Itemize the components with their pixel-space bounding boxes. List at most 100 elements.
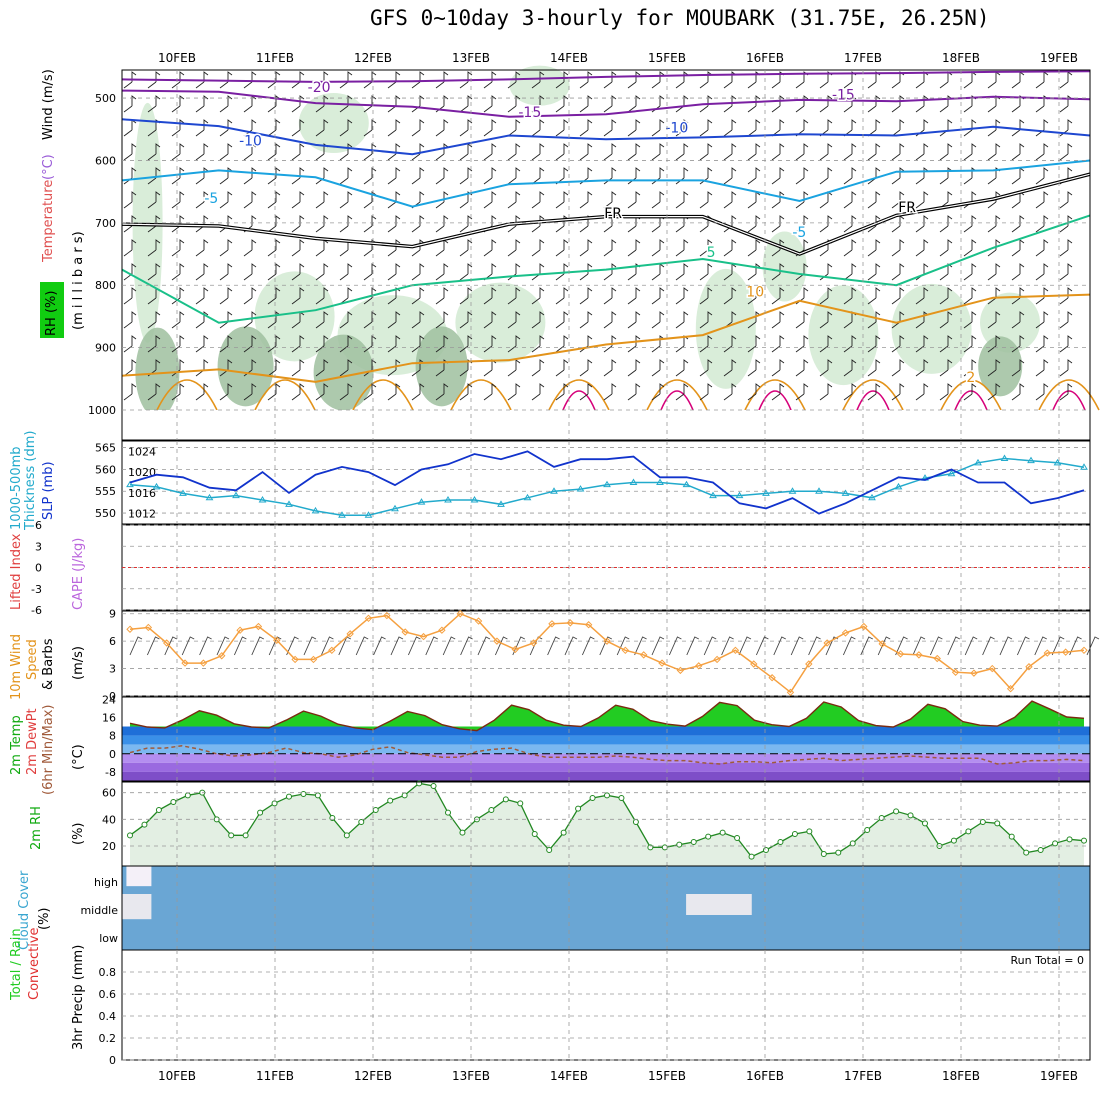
wind-barb-glyph [315, 359, 329, 377]
wind-barb-glyph [939, 263, 953, 281]
wind-barb-glyph [891, 287, 905, 305]
rh-marker [358, 819, 365, 825]
wind-barb-glyph [291, 239, 305, 257]
wind-barb-glyph [315, 263, 329, 281]
precip-unit-label: 3hr Precip (mm) [71, 945, 86, 1050]
wind-barb-glyph [627, 335, 641, 353]
rh-shade-area [695, 268, 756, 389]
wind-barb-glyph [411, 239, 425, 257]
surface-wind-barb [373, 636, 386, 656]
wind-barb-glyph [891, 167, 905, 185]
wind-barb-glyph [219, 191, 233, 209]
rh-label: RH (%) [44, 291, 59, 336]
rh-marker [806, 828, 813, 835]
rh-shade-area [509, 65, 570, 106]
surface-wind-barb [216, 636, 230, 656]
wind-barb-glyph [867, 143, 881, 161]
contour-label: -20 [308, 80, 331, 96]
wind-barb-glyph [939, 119, 953, 137]
wind-barb-glyph [1035, 143, 1049, 161]
temperature-label-1: 2m Temp [9, 715, 24, 775]
isotherm-10-arc [548, 379, 610, 411]
slp-tick-label: 1024 [128, 445, 156, 458]
wind-barb-glyph [867, 167, 881, 185]
wind-barb-glyph [219, 239, 233, 257]
lifted-index-tick-label: 0 [35, 562, 42, 575]
wind-barb-glyph [531, 95, 545, 113]
wind-barb-glyph [939, 215, 953, 233]
wind-barb-glyph [147, 143, 161, 161]
wind-speed-marker [1043, 649, 1052, 657]
wind-barb-glyph [723, 167, 737, 185]
rh-marker [184, 792, 191, 799]
temperature-frame [121, 696, 1091, 782]
upper-air-frame [121, 69, 1091, 441]
wind-barb-glyph [435, 287, 449, 305]
slp-tick-label: 1012 [128, 508, 156, 521]
rh-label-background [40, 282, 64, 338]
wind-barb-glyph [435, 335, 449, 353]
isotherm-10-arc [156, 379, 218, 411]
wind-speed-marker [878, 640, 886, 648]
rh-shade-area [762, 231, 807, 302]
date-tick-top: 14FEB [550, 51, 588, 65]
surface-wind-barb [442, 636, 456, 656]
isotherm-line [121, 159, 1091, 208]
wind-speed-marker [915, 651, 923, 659]
wind-barb-glyph [483, 95, 497, 113]
wind-barb-glyph [483, 287, 497, 305]
wind-barb-glyph [363, 191, 377, 209]
wind-barb-glyph [603, 359, 617, 377]
surface-wind-barb [164, 636, 178, 656]
wind-barb-glyph [627, 239, 641, 257]
rh-marker [878, 815, 885, 821]
wind-barb-glyph [771, 383, 785, 401]
isotherm-10-arc [744, 379, 806, 411]
wind-speed-marker [401, 628, 409, 636]
surface-wind-barb [999, 636, 1013, 656]
surface-wind-barb [303, 636, 317, 656]
wind-barb-glyph [531, 215, 545, 233]
wind-barb-glyph [1011, 335, 1025, 353]
thickness-label-2: Thickness (dm) [23, 431, 38, 531]
wind-barb-glyph [219, 71, 233, 89]
wind-barb-glyph [939, 311, 953, 329]
wind-speed-marker [658, 659, 666, 667]
clear-sky-block [686, 894, 752, 915]
wind-barb-glyph [339, 167, 353, 185]
rh-marker [300, 791, 307, 797]
wind-speed-marker [823, 639, 831, 647]
wind-barb-glyph [675, 119, 689, 137]
wind-tick-label: 9 [109, 608, 116, 621]
run-total-label: Run Total = 0 [1011, 954, 1085, 967]
wind-barb-glyph [819, 383, 833, 401]
wind-barb-glyph [771, 359, 785, 377]
wind-barb-glyph [891, 119, 905, 137]
wind-speed-marker [951, 668, 960, 676]
wind-barb-glyph [795, 143, 809, 161]
surface-wind-barb [895, 636, 908, 656]
wind-speed-marker [199, 659, 208, 667]
wind-barb-glyph [267, 119, 281, 137]
wind-barb-glyph [891, 359, 905, 377]
wind-barb-glyph [963, 71, 977, 89]
wind-speed-marker [750, 660, 758, 668]
wind-barb-glyph [1059, 383, 1073, 401]
rh-marker [155, 807, 162, 813]
surface-wind-barb [199, 636, 212, 656]
precip-convective-label: Convective [27, 927, 42, 1000]
wind-barb-glyph [675, 167, 689, 185]
rh-marker [1081, 837, 1087, 844]
rh-marker [1037, 847, 1044, 853]
wind-speed-marker [419, 632, 428, 641]
wind-label-3: & Barbs [41, 638, 56, 690]
wind-barb-glyph [651, 263, 665, 281]
wind-barb-glyph [459, 215, 473, 233]
wind-barb-glyph [315, 311, 329, 329]
thickness-marker [523, 493, 532, 501]
chart-title: GFS 0~10day 3-hourly for MOUBARK (31.75E… [370, 6, 990, 30]
wind-barb-glyph [459, 263, 473, 281]
date-tick-bottom: 14FEB [550, 1069, 588, 1083]
surface-wind-barb [877, 636, 891, 656]
rh-dark-shade-area [415, 326, 468, 407]
